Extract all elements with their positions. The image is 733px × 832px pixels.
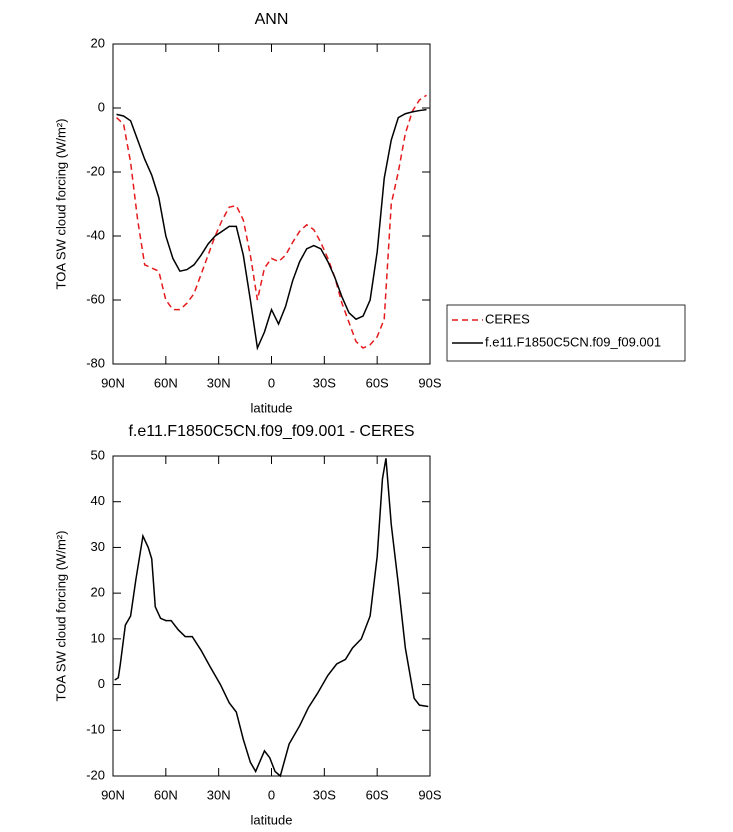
chart-title: f.e11.F1850C5CN.f09_f09.001 - CERES bbox=[128, 423, 414, 440]
plot-frame bbox=[112, 455, 431, 777]
x-tick-label: 90S bbox=[418, 787, 441, 802]
line bbox=[116, 108, 427, 351]
x-tick-label: 0 bbox=[268, 375, 275, 390]
x-tick-label: 90N bbox=[101, 787, 125, 802]
x-tick-label: 30N bbox=[207, 375, 231, 390]
y-tick-label: 40 bbox=[91, 493, 105, 508]
line bbox=[114, 458, 429, 778]
y-tick-label: 20 bbox=[91, 35, 105, 50]
x-tick-label: 60S bbox=[366, 375, 389, 390]
x-tick-label: 30N bbox=[207, 787, 231, 802]
y-tick-label: -20 bbox=[86, 163, 105, 178]
x-tick-label: 60N bbox=[154, 375, 178, 390]
x-tick-label: 90S bbox=[418, 375, 441, 390]
y-tick-label: 0 bbox=[98, 676, 105, 691]
legend-box bbox=[446, 304, 686, 362]
y-tick-label: -60 bbox=[86, 291, 105, 306]
x-axis-label: latitude bbox=[251, 400, 293, 415]
y-tick-label: -10 bbox=[86, 722, 105, 737]
y-axis-label: TOA SW cloud forcing (W/m²) bbox=[53, 119, 68, 290]
x-tick-label: 30S bbox=[313, 787, 336, 802]
x-axis-label: latitude bbox=[251, 812, 293, 827]
y-axis-label: TOA SW cloud forcing (W/m²) bbox=[53, 531, 68, 702]
x-tick-label: 60S bbox=[366, 787, 389, 802]
y-tick-label: -40 bbox=[86, 227, 105, 242]
line bbox=[116, 94, 427, 349]
y-tick-label: 30 bbox=[91, 539, 105, 554]
y-tick-label: -20 bbox=[86, 767, 105, 782]
x-tick-label: 30S bbox=[313, 375, 336, 390]
y-tick-label: 20 bbox=[91, 585, 105, 600]
y-tick-label: 10 bbox=[91, 630, 105, 645]
legend-label: f.e11.F1850C5CN.f09_f09.001 bbox=[485, 334, 661, 349]
x-tick-label: 90N bbox=[101, 375, 125, 390]
x-tick-label: 0 bbox=[268, 787, 275, 802]
y-tick-label: 0 bbox=[98, 99, 105, 114]
x-tick-label: 60N bbox=[154, 787, 178, 802]
y-tick-label: -80 bbox=[86, 355, 105, 370]
chart-title: ANN bbox=[255, 11, 289, 28]
legend-label: CERES bbox=[485, 311, 530, 326]
y-tick-label: 50 bbox=[91, 447, 105, 462]
